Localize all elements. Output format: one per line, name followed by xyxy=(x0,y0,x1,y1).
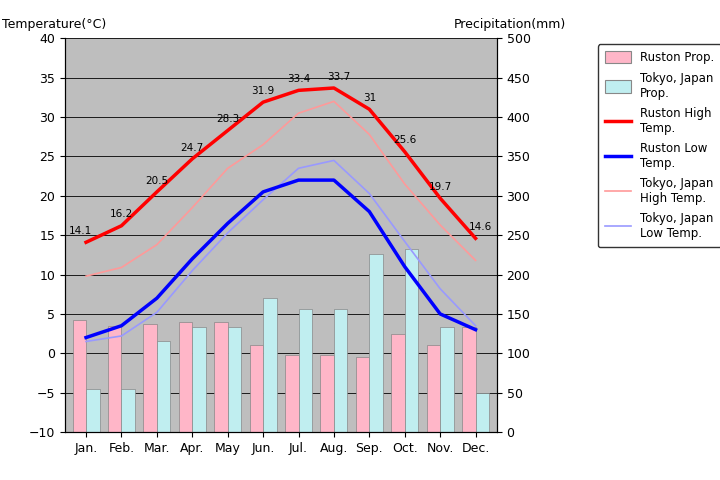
Text: 24.7: 24.7 xyxy=(181,143,204,153)
Bar xyxy=(475,393,489,432)
Bar xyxy=(263,298,276,432)
Text: 28.3: 28.3 xyxy=(216,114,239,124)
Bar xyxy=(215,322,228,432)
Bar xyxy=(427,346,440,432)
Bar xyxy=(440,326,454,432)
Text: 14.6: 14.6 xyxy=(469,222,492,232)
Bar xyxy=(369,254,383,432)
Bar xyxy=(143,324,157,432)
Bar xyxy=(405,250,418,432)
Bar xyxy=(157,341,171,432)
Bar xyxy=(228,326,241,432)
Bar xyxy=(462,327,475,432)
Text: 19.7: 19.7 xyxy=(428,182,451,192)
Bar xyxy=(334,309,347,432)
Bar xyxy=(285,355,299,432)
Bar xyxy=(391,334,405,432)
Bar xyxy=(122,389,135,432)
Bar xyxy=(320,355,334,432)
Bar xyxy=(179,322,192,432)
Text: 31: 31 xyxy=(363,93,376,103)
Bar xyxy=(250,346,263,432)
Bar xyxy=(108,326,122,432)
Legend: Ruston Prop., Tokyo, Japan
Prop., Ruston High
Temp., Ruston Low
Temp., Tokyo, Ja: Ruston Prop., Tokyo, Japan Prop., Ruston… xyxy=(598,44,720,247)
Bar xyxy=(192,326,206,432)
Text: 31.9: 31.9 xyxy=(251,86,275,96)
Bar xyxy=(86,389,99,432)
Text: 25.6: 25.6 xyxy=(393,135,416,145)
Text: 33.4: 33.4 xyxy=(287,74,310,84)
Text: 33.7: 33.7 xyxy=(328,72,351,82)
Text: 20.5: 20.5 xyxy=(145,176,168,186)
Text: 16.2: 16.2 xyxy=(110,209,133,219)
Text: 14.1: 14.1 xyxy=(69,226,92,236)
Bar xyxy=(299,309,312,432)
Text: Temperature(°C): Temperature(°C) xyxy=(2,18,107,31)
Text: Precipitation(mm): Precipitation(mm) xyxy=(454,18,566,31)
Bar xyxy=(356,357,369,432)
Bar xyxy=(73,320,86,432)
